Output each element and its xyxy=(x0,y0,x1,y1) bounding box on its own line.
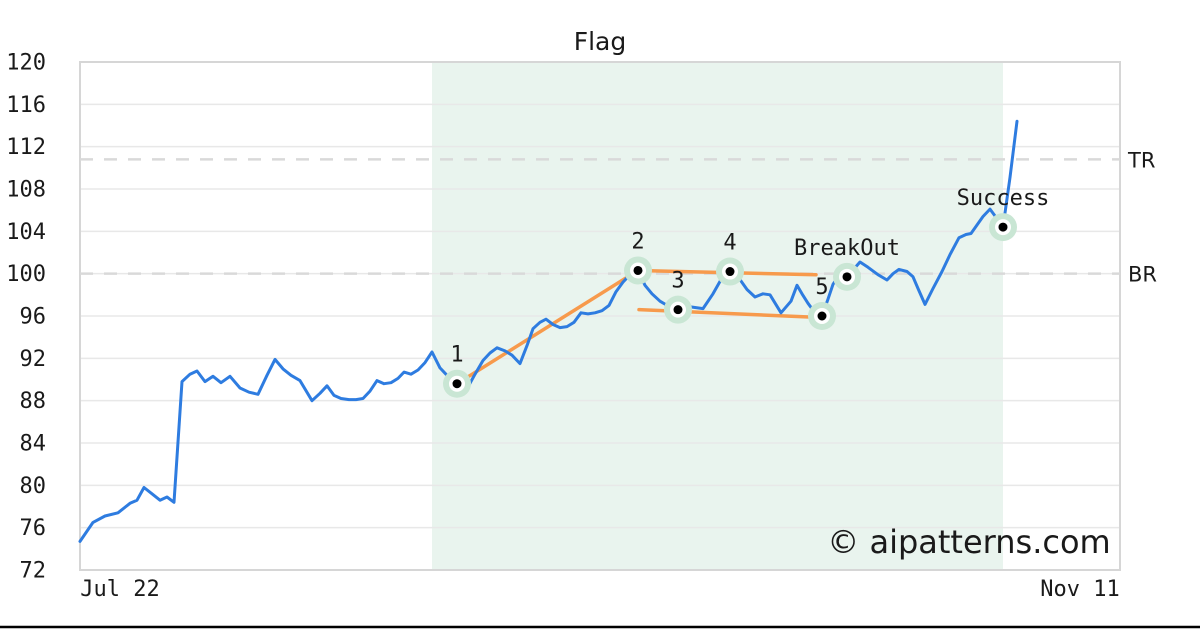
y-tick-label: 88 xyxy=(20,389,47,414)
marker-label-2: 2 xyxy=(631,229,644,254)
plot-border xyxy=(79,61,1121,571)
marker-dot xyxy=(817,311,827,321)
y-tick-label: 100 xyxy=(6,262,46,287)
target-breakout-levels xyxy=(80,158,1120,275)
y-tick-label: 112 xyxy=(6,135,46,160)
marker-dot xyxy=(998,222,1008,232)
pattern-point-markers xyxy=(443,213,1017,398)
y-tick-label: 76 xyxy=(20,516,47,541)
watermark: © aipatterns.com xyxy=(827,523,1110,561)
y-tick-label: 84 xyxy=(20,432,47,457)
y-tick-label: 120 xyxy=(6,51,46,76)
y-tick-label: 72 xyxy=(20,559,47,584)
marker-label-success: Success xyxy=(957,186,1050,211)
x-tick-jul-22: Jul 22 xyxy=(80,577,159,602)
y-tick-label: 104 xyxy=(6,220,46,245)
target-level-label: TR xyxy=(1127,148,1155,172)
marker-label-4: 4 xyxy=(723,231,736,256)
y-tick-label: 92 xyxy=(20,347,47,372)
y-tick-label: 108 xyxy=(6,178,46,203)
marker-dot xyxy=(633,265,643,275)
marker-dot xyxy=(452,379,462,389)
x-tick-nov-11: Nov 11 xyxy=(1040,577,1119,602)
chart-title: Flag xyxy=(574,27,627,56)
y-axis-tick-labels: 120 116 112 108 104 100 96 92 88 84 80 76 72 xyxy=(6,51,46,584)
trendline-flagpole xyxy=(455,268,640,386)
marker-label-breakout: BreakOut xyxy=(794,236,900,261)
gridlines xyxy=(80,61,1120,571)
pattern-point-labels: 1 2 3 4 5 BreakOut Success xyxy=(450,186,1049,368)
y-tick-label: 96 xyxy=(20,305,47,330)
price-polyline xyxy=(78,119,1019,543)
marker-label-1: 1 xyxy=(450,343,463,368)
marker-label-5: 5 xyxy=(815,275,828,300)
price-line xyxy=(78,119,1019,543)
marker-label-3: 3 xyxy=(671,269,684,294)
marker-dot xyxy=(673,305,683,315)
marker-dot xyxy=(725,267,735,277)
y-tick-label: 80 xyxy=(20,474,47,499)
plot-frame xyxy=(79,61,1121,571)
breakout-level-label: BR xyxy=(1128,263,1157,287)
marker-dot xyxy=(842,272,852,282)
y-tick-label: 116 xyxy=(6,93,46,118)
